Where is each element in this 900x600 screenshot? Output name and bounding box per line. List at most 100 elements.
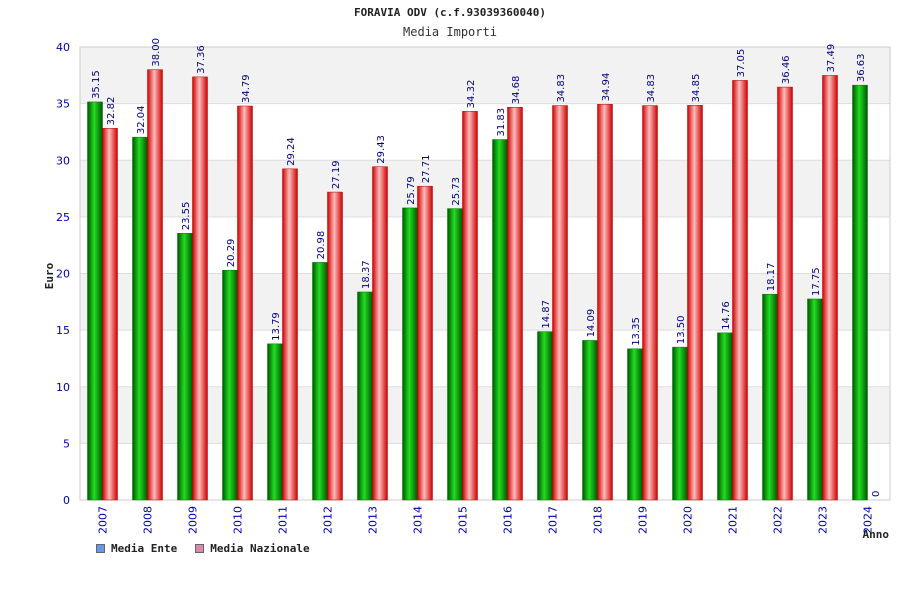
x-tick-label: 2018 [592, 506, 605, 534]
data-label: 25.79 [406, 176, 417, 205]
legend-item-media-nazionale: Media Nazionale [195, 542, 310, 555]
data-label: 32.82 [106, 97, 117, 126]
y-tick-label: 20 [56, 268, 70, 281]
bar-media-ente [852, 84, 868, 501]
data-label: 18.17 [766, 263, 777, 292]
legend-swatch-media-ente [96, 544, 105, 553]
plot-frame [79, 46, 891, 501]
bar-media-nazionale [327, 191, 343, 501]
data-label: 29.43 [376, 135, 387, 164]
x-tick-label: 2011 [277, 506, 290, 534]
bar-media-nazionale [372, 166, 388, 501]
x-tick-label: 2010 [232, 506, 245, 534]
grid-band [80, 103, 890, 161]
bar-media-nazionale [777, 86, 793, 501]
grid-band [80, 47, 890, 104]
data-label: 37.05 [736, 49, 747, 78]
y-tick-label: 0 [63, 494, 70, 507]
data-label: 25.73 [451, 177, 462, 206]
bar-media-ente [537, 331, 553, 501]
data-label: 38.00 [151, 38, 162, 67]
data-label: 35.15 [91, 70, 102, 99]
x-tick-label: 2015 [457, 506, 470, 534]
data-label: 34.32 [466, 80, 477, 109]
data-label: 20.98 [316, 231, 327, 260]
y-tick-label: 5 [63, 437, 70, 450]
bar-media-ente [717, 332, 733, 501]
data-label: 37.49 [826, 44, 837, 73]
x-tick-label: 2017 [547, 506, 560, 534]
bar-media-ente [672, 346, 688, 501]
bar-media-ente [222, 269, 238, 501]
bar-media-nazionale [597, 104, 613, 501]
data-label: 34.79 [241, 74, 252, 103]
data-label: 14.76 [721, 301, 732, 330]
bar-media-nazionale [507, 106, 523, 501]
data-label: 34.83 [556, 74, 567, 103]
x-tick-label: 2008 [142, 506, 155, 534]
data-label: 13.79 [271, 312, 282, 341]
data-label: 34.85 [691, 74, 702, 103]
legend-label-media-nazionale: Media Nazionale [210, 542, 310, 555]
data-label: 37.36 [196, 45, 207, 74]
data-label: 0 [871, 491, 882, 497]
x-tick-label: 2020 [682, 506, 695, 534]
bar-media-ente [447, 208, 463, 501]
chart-subtitle: Media Importi [403, 25, 497, 39]
grid-band [80, 443, 890, 500]
data-label: 14.09 [586, 309, 597, 338]
data-label: 18.37 [361, 260, 372, 289]
grid-band [80, 330, 890, 387]
bar-media-nazionale [552, 105, 568, 501]
x-tick-label: 2023 [817, 506, 830, 534]
data-label: 32.04 [136, 106, 147, 135]
bar-media-nazionale [642, 105, 658, 501]
data-label: 20.29 [226, 239, 237, 268]
y-tick-label: 25 [56, 211, 70, 224]
bar-media-ente [132, 136, 148, 501]
chart-legend: Media Ente Media Nazionale [96, 542, 310, 555]
bar-media-ente [807, 298, 823, 501]
y-tick-label: 30 [56, 154, 70, 167]
y-tick-label: 10 [56, 381, 70, 394]
x-tick-label: 2021 [727, 506, 740, 534]
legend-item-media-ente: Media Ente [96, 542, 177, 555]
data-label: 13.35 [631, 317, 642, 346]
bar-media-nazionale [732, 80, 748, 501]
bar-media-ente [582, 340, 598, 501]
x-tick-label: 2007 [97, 506, 110, 534]
x-tick-label: 2016 [502, 506, 515, 534]
grid-band [80, 386, 890, 444]
x-tick-label: 2012 [322, 506, 335, 534]
bar-media-ente [492, 139, 508, 501]
legend-label-media-ente: Media Ente [111, 542, 178, 555]
data-label: 29.24 [286, 137, 297, 166]
grid-band [80, 273, 890, 331]
x-tick-label: 2022 [772, 506, 785, 534]
bar-media-ente [402, 207, 418, 501]
data-label: 14.87 [541, 300, 552, 329]
bar-media-nazionale [417, 185, 433, 501]
data-label: 23.55 [181, 202, 192, 231]
y-axis-label: Euro [43, 262, 56, 289]
bar-media-ente [357, 291, 373, 501]
bar-media-nazionale [822, 75, 838, 501]
data-label: 27.71 [421, 155, 432, 184]
data-label: 31.83 [496, 108, 507, 137]
x-tick-label: 2014 [412, 506, 425, 534]
bar-media-nazionale [237, 105, 253, 501]
x-axis-label: Anno [863, 528, 890, 541]
x-tick-label: 2009 [187, 506, 200, 534]
bar-media-nazionale [462, 111, 478, 501]
bar-media-ente [267, 343, 283, 501]
y-tick-label: 15 [56, 324, 70, 337]
chart-title: FORAVIA ODV (c.f.93039360040) [353, 6, 547, 19]
x-tick-label: 2019 [637, 506, 650, 534]
bar-media-ente [177, 233, 193, 501]
y-tick-label: 40 [56, 41, 70, 54]
bar-media-ente [762, 293, 778, 501]
legend-swatch-media-nazionale [195, 544, 205, 553]
data-label: 17.75 [811, 267, 822, 296]
bar-media-ente [627, 348, 643, 501]
